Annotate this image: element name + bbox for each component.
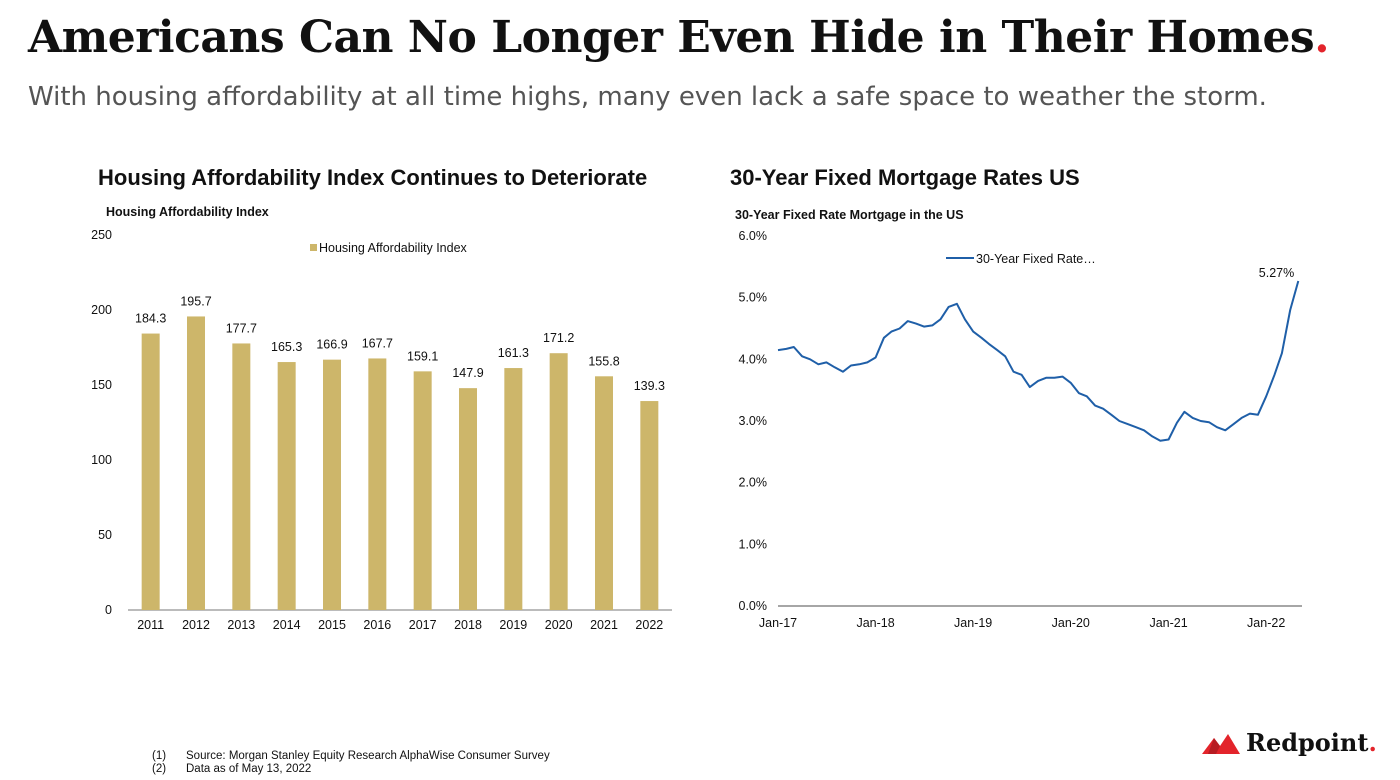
bar [549,353,568,610]
x-tick-label: 2021 [590,618,618,632]
x-tick-label: 2015 [318,618,346,632]
y-tick-label: 150 [91,378,112,392]
legend-label: 30-Year Fixed Rate… [976,252,1096,266]
x-tick-label: 2020 [545,618,573,632]
bar-data-label: 159.1 [407,349,438,363]
legend-label: Housing Affordability Index [319,241,468,255]
bar [368,358,387,610]
x-tick-label: 2017 [409,618,437,632]
x-tick-label: 2018 [454,618,482,632]
bar-data-label: 139.3 [634,379,665,393]
x-tick-label: 2014 [273,618,301,632]
bar-data-label: 155.8 [588,354,619,368]
y-tick-label: 0 [105,603,112,617]
x-tick-label: 2019 [499,618,527,632]
bar-data-label: 177.7 [226,321,257,335]
bar-chart: 0 50 100 150 200 250 184.3 2011 195.7 2012 177.7 20… [91,228,672,632]
x-tick-label: 2012 [182,618,210,632]
brand-logo: Redpoint. [1202,728,1377,757]
x-tick-label: Jan-18 [856,616,894,630]
x-tick-label: Jan-17 [759,616,797,630]
y-tick-label: 2.0% [739,476,768,490]
bar [141,333,160,610]
brand-name-text: Redpoint [1246,728,1369,757]
y-tick-label: 0.0% [739,599,768,613]
y-tick-label: 50 [98,528,112,542]
bar-data-label: 165.3 [271,340,302,354]
x-tick-label: Jan-19 [954,616,992,630]
brand-dot: . [1368,728,1377,757]
y-tick-label: 3.0% [739,414,768,428]
footnote-2: (2) Data as of May 13, 2022 [152,763,550,776]
bar [459,388,477,610]
left-chart-title: Housing Affordability Index [106,205,269,219]
redpoint-mountain-icon [1202,733,1240,754]
bar [595,376,613,610]
x-tick-label: Jan-21 [1149,616,1187,630]
slide-title-text: Americans Can No Longer Even Hide in The… [28,12,1315,63]
bar-data-label: 184.3 [135,312,166,326]
y-tick-label: 5.0% [739,291,768,305]
bar [187,316,205,610]
footnote-2-text: Data as of May 13, 2022 [186,763,312,775]
y-tick-label: 1.0% [739,537,768,551]
footnote-2-num: (2) [152,763,167,775]
x-tick-label: Jan-22 [1247,616,1285,630]
x-tick-label: Jan-20 [1052,616,1090,630]
bar-data-label: 161.3 [498,346,529,360]
bar-data-label: 195.7 [180,294,211,308]
y-tick-label: 6.0% [739,229,768,243]
right-chart-title: 30-Year Fixed Rate Mortgage in the US [735,208,964,222]
left-chart-heading: Housing Affordability Index Continues to… [98,165,648,190]
slide-title: Americans Can No Longer Even Hide in The… [28,12,1330,63]
y-tick-label: 200 [91,303,112,317]
bar-data-label: 171.2 [543,331,574,345]
footnote-1-num: (1) [152,750,167,762]
bar [413,371,432,610]
bar [640,401,659,610]
right-chart-heading: 30-Year Fixed Mortgage Rates US [730,165,1080,190]
bar-data-label: 167.7 [362,336,393,350]
bar [504,368,523,610]
footnote-1-text: Source: Morgan Stanley Equity Research A… [186,750,550,762]
line-chart: 0.0% 1.0% 2.0% 3.0% 4.0% 5.0% 6.0% Jan-17 Jan-18… [739,229,1302,630]
slide-subtitle: With housing affordability at all time h… [28,82,1267,112]
x-tick-label: 2016 [363,618,391,632]
bar [232,343,251,610]
footnote-1: (1) Source: Morgan Stanley Equity Researc… [152,750,550,763]
brand-name: Redpoint. [1246,728,1377,757]
x-tick-label: 2013 [227,618,255,632]
x-tick-label: 2011 [137,618,164,632]
bar [323,359,341,610]
bar [277,362,296,610]
series-line [777,280,1300,442]
legend-swatch [310,244,317,251]
y-tick-label: 250 [91,228,112,242]
end-value-label: 5.27% [1259,266,1294,280]
y-tick-label: 4.0% [739,352,768,366]
x-tick-label: 2022 [635,618,663,632]
title-dot: . [1314,12,1330,63]
y-tick-label: 100 [91,453,112,467]
footnotes: (1) Source: Morgan Stanley Equity Researc… [152,750,550,776]
bar-data-label: 166.9 [316,338,347,352]
bar-data-label: 147.9 [452,366,483,380]
